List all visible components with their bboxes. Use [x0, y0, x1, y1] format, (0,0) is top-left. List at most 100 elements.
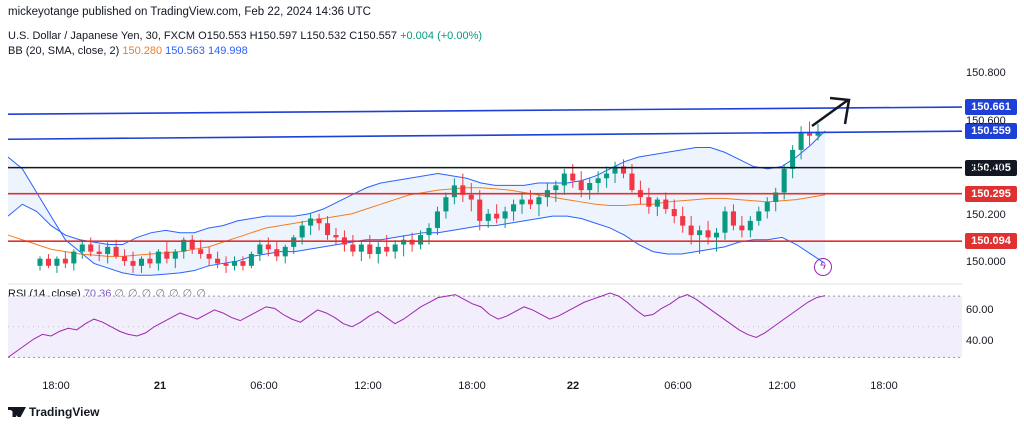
- bb-basis-value: 150.280: [122, 45, 163, 57]
- price-tag: 150.094: [965, 233, 1017, 250]
- ohlc-open: O150.553: [198, 30, 247, 42]
- candle-body: [240, 261, 246, 266]
- candle-body: [536, 197, 542, 205]
- candle-body: [122, 256, 128, 262]
- bb-label: BB (20, SMA, close, 2): [8, 45, 120, 57]
- candle-body: [451, 185, 457, 198]
- candle-body: [206, 253, 212, 259]
- price-tag: 150.295: [965, 185, 1017, 202]
- candle-body: [248, 253, 254, 266]
- candle-body: [756, 211, 762, 221]
- candle-body: [595, 178, 601, 184]
- candle-body: [646, 197, 652, 207]
- candle-body: [181, 239, 187, 252]
- symbol-line: U.S. Dollar / Japanese Yen, 30, FXCM O15…: [8, 30, 482, 42]
- time-tick-label: 18:00: [870, 380, 898, 392]
- candle-body: [324, 223, 331, 236]
- candle-body: [282, 246, 288, 257]
- candle-body: [392, 244, 398, 252]
- candle-body: [561, 173, 567, 186]
- ohlc-low: L150.532: [300, 30, 347, 42]
- candle-body: [358, 244, 364, 252]
- candle-body: [578, 180, 584, 191]
- candle-body: [113, 246, 119, 257]
- candle-body: [37, 258, 43, 266]
- price-tick-label: 150.800: [966, 67, 1006, 80]
- candle-body: [350, 244, 356, 252]
- time-tick-label: 18:00: [458, 380, 486, 392]
- candle-body: [629, 173, 635, 191]
- candle-body: [426, 227, 432, 236]
- candle-body: [773, 192, 779, 202]
- candle-body: [223, 263, 229, 266]
- candle-body: [747, 220, 753, 231]
- symbol-name[interactable]: U.S. Dollar / Japanese Yen, 30, FXCM: [8, 30, 196, 42]
- time-tick-label: 12:00: [768, 380, 796, 392]
- candle-body: [418, 235, 424, 245]
- price-tick-label: 150.200: [966, 209, 1006, 222]
- candle-body: [604, 173, 610, 179]
- ohlc-change: +0.004 (+0.00%): [400, 30, 483, 42]
- candle-body: [764, 201, 770, 212]
- lightning-icon[interactable]: ϟ: [814, 258, 832, 276]
- candle-body: [485, 213, 491, 221]
- candle-body: [274, 249, 280, 257]
- candle-body: [105, 246, 111, 254]
- candle-body: [316, 218, 322, 224]
- candle-body: [79, 244, 85, 252]
- candle-body: [815, 131, 821, 136]
- ohlc-high: H150.597: [249, 30, 298, 42]
- candle-body: [587, 183, 593, 191]
- candle-body: [680, 216, 686, 226]
- candle-body: [54, 258, 60, 266]
- tradingview-logo[interactable]: TradingView: [8, 405, 99, 419]
- rsi-tick-label: 60.00: [966, 304, 994, 317]
- candle-body: [189, 239, 195, 250]
- candle-body: [553, 185, 559, 191]
- candle-body: [231, 261, 238, 266]
- candle-body: [739, 225, 745, 231]
- rsi-line: [7, 292, 826, 358]
- candle-body: [299, 225, 305, 238]
- price-tick-label: 150.600: [966, 114, 1006, 127]
- candle-body: [527, 199, 534, 205]
- candle-body: [130, 261, 136, 266]
- price-tick-label: 150.000: [966, 256, 1006, 269]
- candle-body: [434, 211, 440, 228]
- candle-body: [443, 197, 449, 212]
- price-tag: 150.405: [965, 159, 1017, 176]
- candle-body: [164, 251, 170, 259]
- bb-legend[interactable]: BB (20, SMA, close, 2) 150.280 150.563 1…: [8, 45, 248, 57]
- time-tick-label: 18:00: [42, 380, 70, 392]
- rsi-tick-label: 40.00: [966, 335, 994, 348]
- candle-body: [570, 173, 576, 181]
- candle-body: [713, 232, 720, 238]
- bb-fill: [8, 130, 825, 276]
- candle-body: [468, 194, 474, 200]
- candle-body: [663, 199, 669, 210]
- arrow-icon: [811, 96, 851, 128]
- candle-body: [155, 251, 161, 264]
- tradingview-logo-icon: [8, 407, 26, 417]
- bb-upper-value: 150.563: [165, 45, 205, 57]
- candle-body: [198, 249, 204, 254]
- candle-body: [291, 237, 297, 247]
- candle-body: [620, 166, 627, 174]
- candle-body: [502, 211, 508, 219]
- candle-body: [807, 133, 813, 136]
- candle-body: [722, 211, 728, 233]
- candle-body: [654, 199, 660, 207]
- candle-body: [688, 225, 694, 236]
- candle-body: [172, 251, 178, 259]
- candle-body: [375, 246, 381, 254]
- price-tag: 150.559: [965, 123, 1017, 140]
- candle-body: [511, 204, 517, 212]
- time-tick-label: 12:00: [354, 380, 382, 392]
- ohlc-close: C150.557: [349, 30, 398, 42]
- candle-body: [781, 168, 787, 193]
- candle-body: [308, 218, 314, 226]
- candle-body: [705, 230, 711, 238]
- candle-body: [215, 258, 221, 264]
- candle-body: [257, 244, 263, 254]
